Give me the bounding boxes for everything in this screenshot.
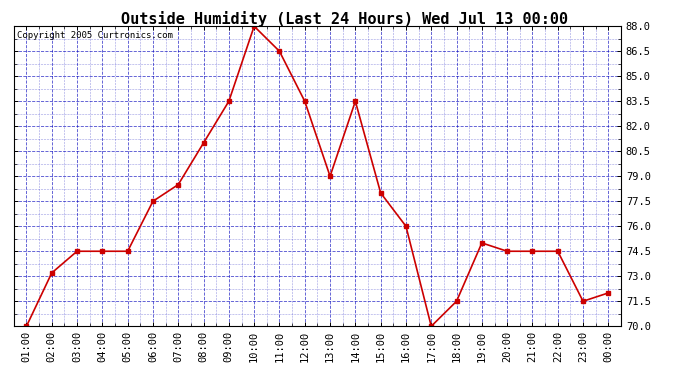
Text: Outside Humidity (Last 24 Hours) Wed Jul 13 00:00: Outside Humidity (Last 24 Hours) Wed Jul… <box>121 11 569 27</box>
Text: Copyright 2005 Curtronics.com: Copyright 2005 Curtronics.com <box>17 31 172 40</box>
